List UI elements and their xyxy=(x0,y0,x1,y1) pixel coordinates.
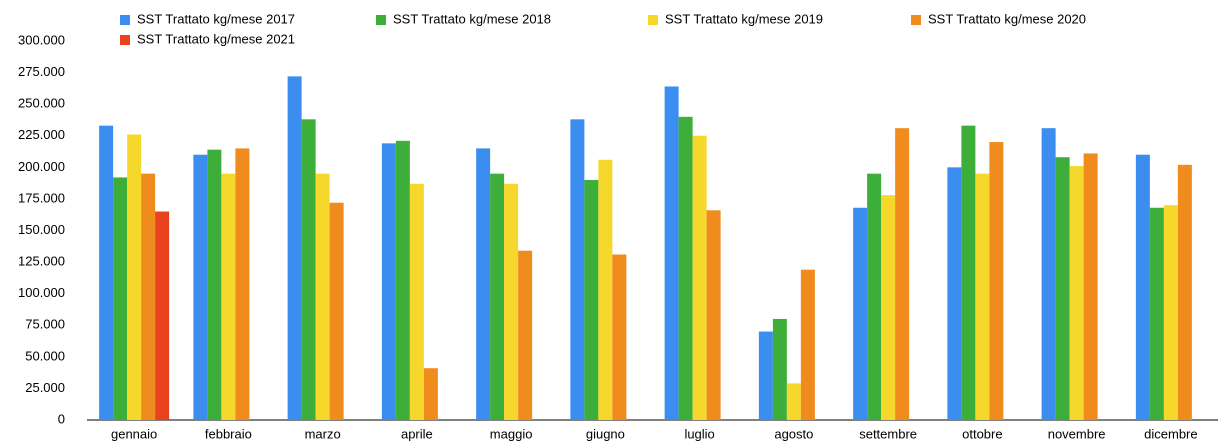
y-tick-label: 50.000 xyxy=(25,348,65,363)
y-tick-label: 125.000 xyxy=(18,254,65,269)
bar xyxy=(772,318,787,420)
bar xyxy=(141,173,156,420)
bar xyxy=(207,149,222,420)
bar xyxy=(423,368,438,420)
x-tick-label: febbraio xyxy=(205,426,252,441)
x-tick-label: novembre xyxy=(1048,426,1106,441)
bar xyxy=(99,125,114,420)
bar xyxy=(706,210,721,420)
bar xyxy=(127,134,142,420)
bar xyxy=(867,173,882,420)
bar xyxy=(1055,157,1070,420)
x-tick-label: luglio xyxy=(684,426,714,441)
bar xyxy=(1083,153,1098,421)
legend-label: SST Trattato kg/mese 2020 xyxy=(928,11,1086,26)
bar xyxy=(1135,154,1150,420)
y-tick-label: 25.000 xyxy=(25,380,65,395)
x-tick-label: agosto xyxy=(774,426,813,441)
bar xyxy=(853,207,868,420)
y-tick-label: 200.000 xyxy=(18,159,65,174)
y-tick-label: 250.000 xyxy=(18,96,65,111)
bar xyxy=(193,154,208,420)
x-tick-label: aprile xyxy=(401,426,433,441)
bar xyxy=(961,125,976,420)
bar xyxy=(1163,205,1178,420)
bar xyxy=(758,331,773,420)
y-tick-label: 0 xyxy=(58,411,65,426)
y-tick-label: 100.000 xyxy=(18,285,65,300)
x-tick-label: marzo xyxy=(305,426,341,441)
legend-label: SST Trattato kg/mese 2017 xyxy=(137,11,295,26)
bar xyxy=(476,148,491,420)
legend-label: SST Trattato kg/mese 2018 xyxy=(393,11,551,26)
bar xyxy=(1149,207,1164,420)
bar xyxy=(786,383,801,420)
y-tick-label: 175.000 xyxy=(18,190,65,205)
y-tick-label: 225.000 xyxy=(18,127,65,142)
y-tick-label: 75.000 xyxy=(25,317,65,332)
x-tick-label: settembre xyxy=(859,426,917,441)
bar xyxy=(518,250,533,420)
bar xyxy=(598,159,613,420)
bar xyxy=(235,148,250,420)
legend-swatch xyxy=(120,35,130,45)
bar xyxy=(287,76,302,420)
legend-label: SST Trattato kg/mese 2019 xyxy=(665,11,823,26)
bar xyxy=(895,128,910,421)
x-tick-label: giugno xyxy=(586,426,625,441)
bar xyxy=(221,173,236,420)
bar xyxy=(409,183,424,420)
bar xyxy=(692,135,707,420)
bar xyxy=(329,202,344,420)
bar xyxy=(800,269,815,420)
bar xyxy=(947,167,962,420)
y-tick-label: 275.000 xyxy=(18,64,65,79)
bar xyxy=(664,86,679,420)
legend-swatch xyxy=(376,15,386,25)
bar xyxy=(570,119,585,421)
y-tick-label: 300.000 xyxy=(18,32,65,47)
legend-swatch xyxy=(648,15,658,25)
bar xyxy=(504,183,519,420)
bar xyxy=(881,195,896,420)
bar xyxy=(315,173,330,420)
legend-swatch xyxy=(120,15,130,25)
x-tick-label: gennaio xyxy=(111,426,157,441)
y-tick-label: 150.000 xyxy=(18,222,65,237)
bar xyxy=(301,119,316,421)
legend-label: SST Trattato kg/mese 2021 xyxy=(137,31,295,46)
bar xyxy=(989,142,1004,421)
bar xyxy=(395,140,410,420)
bar xyxy=(1177,164,1192,420)
bar xyxy=(975,173,990,420)
bar xyxy=(1041,128,1056,421)
x-tick-label: ottobre xyxy=(962,426,1002,441)
bar xyxy=(612,254,627,420)
bar xyxy=(1069,166,1084,420)
x-tick-label: maggio xyxy=(490,426,533,441)
x-tick-label: dicembre xyxy=(1144,426,1197,441)
bar xyxy=(113,177,128,420)
bar xyxy=(490,173,505,420)
bar xyxy=(381,143,396,420)
bar xyxy=(678,116,693,421)
bar xyxy=(155,211,170,420)
bar xyxy=(584,179,599,420)
legend-swatch xyxy=(911,15,921,25)
